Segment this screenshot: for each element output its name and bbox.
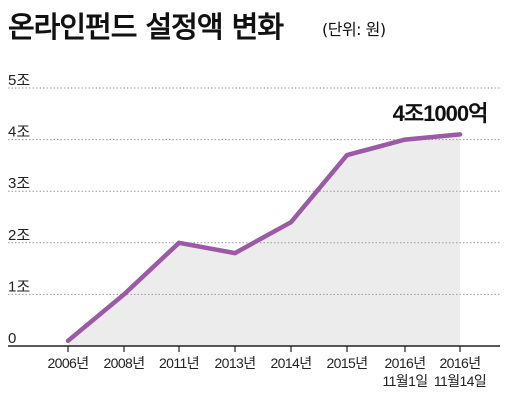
- x-tick-label: 11월14일: [434, 373, 486, 389]
- x-tick-label: 2011년: [159, 355, 199, 371]
- x-tick-label: 2008년: [103, 355, 144, 371]
- chart-unit-label: (단위: 원): [322, 20, 386, 39]
- y-tick-label: 5조: [8, 72, 30, 89]
- y-tick-label: 3조: [8, 175, 30, 192]
- x-tick-label: 2013년: [214, 355, 255, 371]
- y-tick-label: 1조: [8, 278, 30, 295]
- chart-title: 온라인펀드 설정액 변화: [8, 10, 284, 44]
- y-tick-label: 4조: [8, 124, 30, 141]
- x-tick-label: 11월1일: [382, 373, 427, 389]
- series-line: [65, 132, 463, 344]
- x-tick-label: 2015년: [326, 355, 367, 371]
- x-tick-label: 2016년: [384, 355, 425, 371]
- x-tick-label: 2006년: [47, 355, 88, 371]
- x-tick-label: 2016년: [439, 355, 480, 371]
- area-fill: [68, 134, 460, 346]
- x-tick-label: 2014년: [270, 355, 311, 371]
- y-tick-label: 2조: [8, 227, 30, 244]
- y-tick-label: 0: [8, 330, 16, 347]
- value-annotation: 4조1000억: [393, 101, 488, 126]
